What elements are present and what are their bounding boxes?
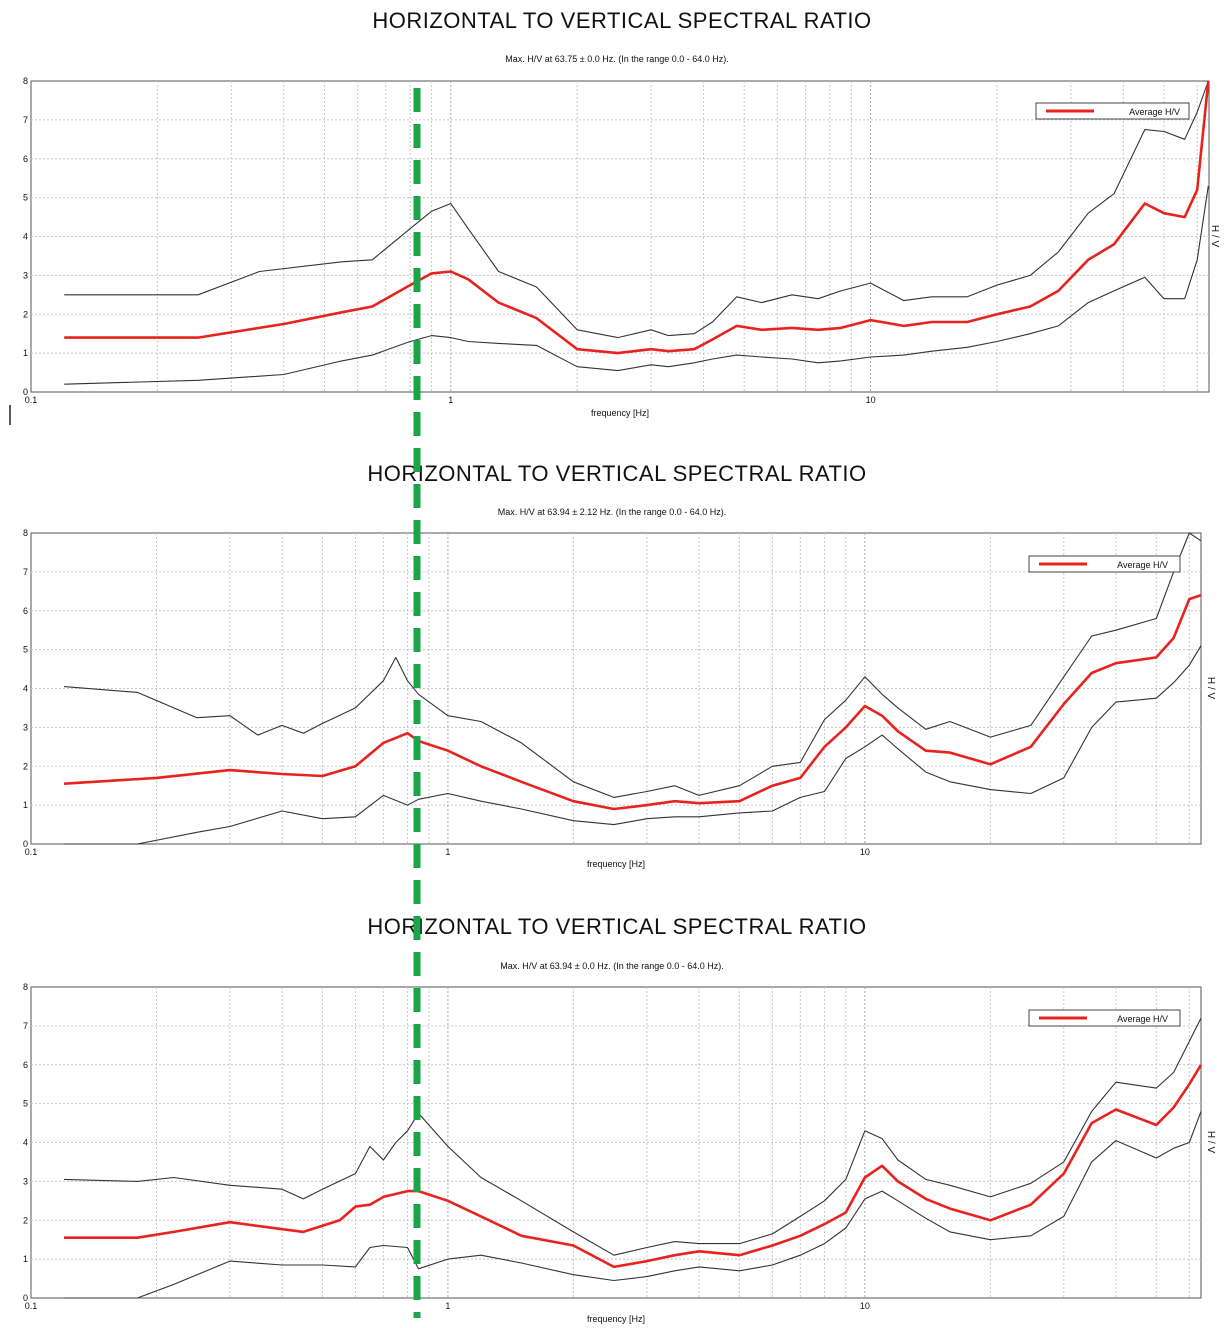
y-tick-label: 7 [23, 567, 28, 577]
y-tick-label: 4 [23, 1138, 28, 1148]
x-tick-label: 10 [866, 395, 876, 405]
x-tick-label: 1 [445, 847, 450, 857]
chart-subtitle: Max. H/V at 63.75 ± 0.0 Hz. (In the rang… [505, 54, 729, 64]
y-axis-label: H / V [1205, 1131, 1216, 1154]
grid-lines [31, 81, 1209, 392]
y-tick-labels: 0 1 2 3 4 5 6 7 8 [23, 528, 28, 849]
x-tick-labels: 0.1 1 10 [25, 395, 876, 405]
y-tick-label: 1 [23, 1254, 28, 1264]
legend: Average H/V [1028, 555, 1181, 573]
upper-bound-line [64, 80, 1209, 339]
x-axis-label: frequency [Hz] [587, 859, 645, 869]
upper-bound-line [63, 532, 1202, 798]
y-tick-label: 6 [23, 154, 28, 164]
x-axis-label: frequency [Hz] [591, 408, 649, 418]
series-lines [64, 80, 1210, 385]
y-axis-label: H / V [1205, 677, 1216, 700]
y-tick-label: 6 [23, 606, 28, 616]
legend-box [1035, 102, 1190, 120]
chart-title: HORIZONTAL TO VERTICAL SPECTRAL RATIO [372, 8, 871, 33]
y-tick-label: 3 [23, 270, 28, 280]
y-tick-label: 5 [23, 193, 28, 203]
y-tick-label: 2 [23, 1215, 28, 1225]
y-tick-label: 6 [23, 1060, 28, 1070]
x-tick-label: 0.1 [25, 395, 38, 405]
x-tick-label: 10 [860, 1301, 870, 1311]
average-hv-line [64, 80, 1210, 355]
legend: Average H/V [1028, 1009, 1181, 1027]
y-tick-labels: 0 1 2 3 4 5 6 7 8 [23, 982, 28, 1303]
lower-bound-line [64, 185, 1209, 385]
x-tick-label: 0.1 [25, 1301, 38, 1311]
chart-title: HORIZONTAL TO VERTICAL SPECTRAL RATIO [367, 461, 866, 486]
average-hv-line [64, 1064, 1203, 1269]
chart-subtitle: Max. H/V at 63.94 ± 2.12 Hz. (In the ran… [498, 507, 727, 517]
y-tick-label: 2 [23, 309, 28, 319]
hv-panel-1: HORIZONTAL TO VERTICAL SPECTRAL RATIO Ma… [23, 8, 1220, 418]
x-tick-label: 1 [445, 1301, 450, 1311]
y-axis-label: H / V [1209, 225, 1220, 248]
y-tick-label: 8 [23, 982, 28, 992]
y-tick-label: 7 [23, 1021, 28, 1031]
legend-entry: Average H/V [1129, 107, 1180, 117]
y-tick-label: 0 [23, 1293, 28, 1303]
series-lines [63, 532, 1202, 845]
chart-title: HORIZONTAL TO VERTICAL SPECTRAL RATIO [367, 914, 866, 939]
y-tick-label: 5 [23, 645, 28, 655]
y-tick-label: 4 [23, 232, 28, 242]
x-tick-labels: 0.1 1 10 [25, 847, 870, 857]
x-tick-label: 10 [860, 847, 870, 857]
average-hv-line [63, 593, 1202, 811]
y-tick-label: 1 [23, 800, 28, 810]
x-tick-label: 0.1 [25, 847, 38, 857]
lower-bound-line [64, 1111, 1202, 1299]
y-tick-label: 2 [23, 761, 28, 771]
legend-entry: Average H/V [1117, 1014, 1168, 1024]
y-tick-label: 0 [23, 839, 28, 849]
legend-entry: Average H/V [1117, 560, 1168, 570]
y-tick-label: 1 [23, 348, 28, 358]
y-tick-label: 7 [23, 115, 28, 125]
x-tick-labels: 0.1 1 10 [25, 1301, 870, 1311]
x-axis-label: frequency [Hz] [587, 1314, 645, 1324]
y-tick-label: 4 [23, 684, 28, 694]
y-tick-labels: 0 1 2 3 4 5 6 7 8 [23, 76, 28, 397]
y-tick-label: 8 [23, 528, 28, 538]
legend: Average H/V [1035, 102, 1190, 120]
y-tick-label: 3 [23, 722, 28, 732]
series-lines [63, 1017, 1203, 1299]
legend-box [1028, 555, 1181, 573]
y-tick-label: 3 [23, 1176, 28, 1186]
y-tick-label: 0 [23, 387, 28, 397]
legend-box [1028, 1009, 1181, 1027]
lower-bound-line [64, 645, 1202, 845]
y-tick-label: 8 [23, 76, 28, 86]
hv-panel-2: HORIZONTAL TO VERTICAL SPECTRAL RATIO Ma… [23, 461, 1216, 869]
grid-lines [31, 987, 1201, 1298]
upper-bound-line [63, 1017, 1202, 1256]
y-tick-label: 5 [23, 1099, 28, 1109]
grid-lines [31, 533, 1201, 844]
hv-panel-3: HORIZONTAL TO VERTICAL SPECTRAL RATIO Ma… [23, 914, 1216, 1324]
x-tick-label: 1 [448, 395, 453, 405]
chart-subtitle: Max. H/V at 63.94 ± 0.0 Hz. (In the rang… [500, 961, 724, 971]
